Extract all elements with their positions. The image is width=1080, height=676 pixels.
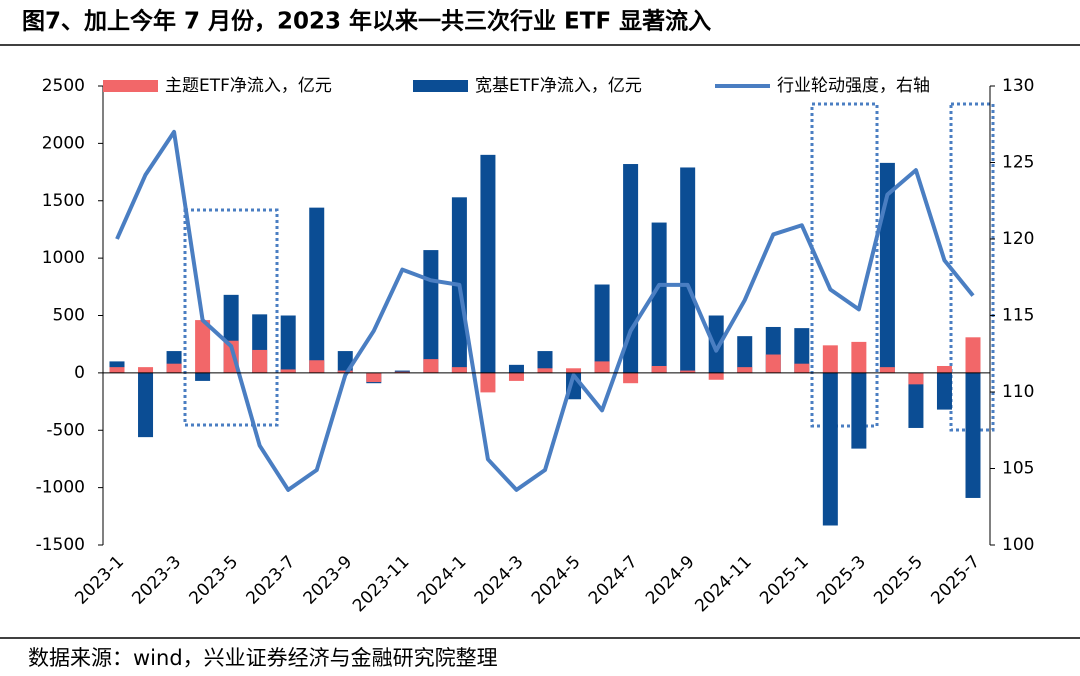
bar (394, 371, 410, 373)
bar (651, 365, 667, 373)
bar (965, 337, 981, 373)
x-tick-label: 2024-3 (471, 552, 528, 609)
bar (166, 363, 182, 373)
x-tick-label: 2024-5 (528, 552, 585, 609)
bar (680, 370, 696, 373)
bar (623, 164, 639, 373)
x-tick-label: 2023-3 (128, 552, 185, 609)
bar (537, 368, 553, 373)
bar (708, 315, 724, 373)
bar (708, 372, 724, 380)
line (115, 129, 975, 492)
x-tick-label: 2023-9 (300, 552, 357, 609)
bar (651, 222, 667, 373)
bar (965, 372, 981, 498)
x-tick-label: 2023-11 (349, 552, 413, 616)
bar (680, 167, 696, 373)
bar (537, 351, 553, 373)
bar (594, 284, 610, 373)
y-tick-label: 1000 (42, 248, 85, 268)
bar (737, 367, 753, 373)
bar (765, 354, 781, 373)
x-tick-label: 2025-1 (756, 552, 813, 609)
y2-tick-label: 125 (1002, 153, 1034, 173)
y-tick-label: -500 (46, 420, 85, 440)
y-tick-label: 2000 (42, 133, 85, 153)
x-tick-label: 2024-11 (691, 552, 755, 616)
legend-swatch (413, 80, 468, 92)
legend-label: 宽基ETF净流入，亿元 (475, 76, 642, 96)
bar (280, 315, 296, 373)
y2-tick-label: 115 (1002, 306, 1034, 326)
bar (908, 372, 924, 385)
x-tick-label: 2024-7 (585, 552, 642, 609)
y-tick-label: 2500 (42, 76, 85, 96)
y2-tick-label: 110 (1002, 382, 1034, 402)
source: 数据来源：wind，兴业证券经济与金融研究院整理 (28, 646, 498, 670)
y-tick-label: -1500 (36, 535, 85, 555)
y-tick-label: 0 (74, 363, 85, 383)
bar (936, 365, 952, 373)
bar (280, 369, 296, 373)
bar (623, 372, 639, 384)
bar (195, 372, 211, 381)
bar (594, 361, 610, 373)
x-tick-label: 2025-5 (870, 552, 927, 609)
legend-label: 行业轮动强度，右轴 (777, 76, 930, 96)
bar (394, 370, 410, 373)
bar (138, 372, 154, 438)
y2-tick-label: 100 (1002, 535, 1034, 555)
bar (737, 336, 753, 373)
bar (252, 349, 268, 373)
bar (480, 372, 496, 393)
legend-label: 主题ETF净流入，亿元 (165, 76, 332, 96)
bar (936, 372, 952, 410)
x-tick-label: 2025-7 (927, 552, 984, 609)
bar (822, 345, 838, 373)
chart-title: 图7、加上今年 7 月份，2023 年以来一共三次行业 ETF 显著流入 (22, 8, 711, 35)
bar (879, 367, 895, 373)
bar (366, 372, 382, 383)
y2-tick-label: 105 (1002, 459, 1034, 479)
bar (794, 363, 810, 373)
bar (508, 372, 524, 381)
x-tick-label: 2025-3 (813, 552, 870, 609)
bar (138, 367, 154, 373)
x-tick-label: 2023-1 (71, 552, 128, 609)
bar (566, 368, 582, 373)
bar (195, 320, 211, 373)
bar (851, 341, 867, 373)
x-tick-label: 2023-5 (185, 552, 242, 609)
bar (451, 367, 467, 373)
highlight-box (810, 102, 879, 428)
y2-tick-label: 130 (1002, 76, 1034, 96)
x-tick-label: 2023-7 (243, 552, 300, 609)
bar (480, 154, 496, 373)
y-tick-label: 500 (53, 306, 85, 326)
bar (508, 364, 524, 373)
bar (309, 360, 325, 373)
y2-tick-label: 120 (1002, 229, 1034, 249)
highlight-box (183, 208, 279, 427)
bar (908, 372, 924, 428)
x-tick-label: 2024-1 (414, 552, 471, 609)
bar (109, 367, 125, 373)
y-tick-label: 1500 (42, 191, 85, 211)
bar (794, 328, 810, 373)
bar (822, 372, 838, 526)
bar (423, 359, 439, 373)
legend-swatch (103, 80, 158, 92)
y-tick-label: -1000 (36, 478, 85, 498)
bar (423, 250, 439, 373)
bar (309, 207, 325, 373)
x-tick-label: 2024-9 (642, 552, 699, 609)
bar (851, 372, 867, 449)
